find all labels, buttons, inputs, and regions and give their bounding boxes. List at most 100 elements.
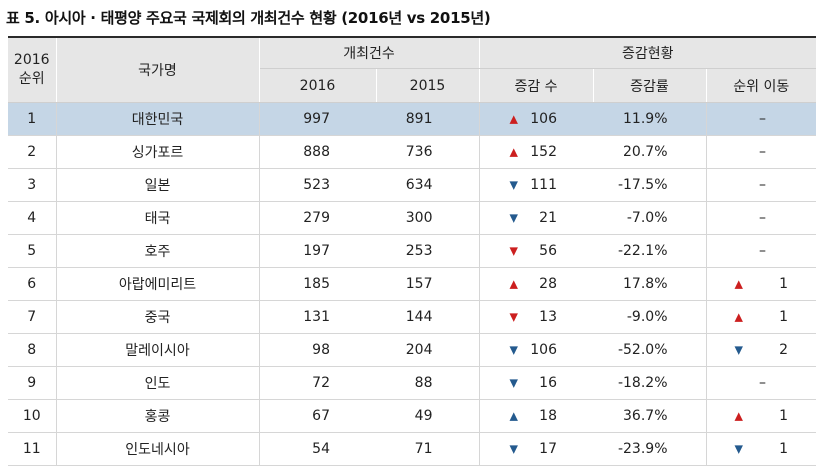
country-cell: 홍콩 [56, 399, 260, 433]
country-cell: 인도 [56, 366, 260, 400]
change-value: 106 [530, 111, 557, 127]
table-row: 3 일본 523 634 ▼ 111 -17.5% – [8, 168, 816, 202]
table-row: 11 인도네시아 54 71 ▼ 17 -23.9% ▼ 1 [8, 432, 816, 466]
rank-cell: 10 [8, 399, 57, 433]
triangle-up-icon: ▲ [509, 409, 518, 423]
rank-cell: 11 [8, 432, 57, 466]
count-2016-cell: 279 [259, 201, 376, 235]
change-cell: ▲ 152 [479, 135, 593, 169]
rank-move-cell: – [706, 102, 816, 136]
rank-move-cell: – [706, 135, 816, 169]
rank-cell: 2 [8, 135, 57, 169]
table-body: 1 대한민국 997 891 ▲ 106 11.9% –2 싱가포르 888 736 ▲ 152 20.7… [8, 102, 816, 466]
rank-move-cell: – [706, 234, 816, 268]
change-value: 13 [539, 309, 557, 325]
meetings-table: 2016 순위 국가명 개최건수 증감현황 2016 2015 증감 수 증감률… [8, 36, 816, 466]
table-row: 6 아랍에미리트 185 157 ▲ 28 17.8% ▲ 1 [8, 267, 816, 301]
table-row: 8 말레이시아 98 204 ▼ 106 -52.0% ▼ 2 [8, 333, 816, 367]
rank-move-cell: ▼ 2 [706, 333, 816, 367]
change-cell: ▼ 111 [479, 168, 593, 202]
triangle-down-icon: ▼ [509, 178, 518, 192]
header-rank-year: 2016 [13, 52, 50, 68]
table-row: 4 태국 279 300 ▼ 21 -7.0% – [8, 201, 816, 235]
count-2016-cell: 54 [259, 432, 376, 466]
change-value: 21 [539, 210, 557, 226]
count-2015-cell: 253 [376, 234, 480, 268]
rank-cell: 3 [8, 168, 57, 202]
count-2016-cell: 197 [259, 234, 376, 268]
count-2015-cell: 891 [376, 102, 480, 136]
change-cell: ▼ 106 [479, 333, 593, 367]
rate-cell: 17.8% [593, 267, 707, 301]
rate-cell: -9.0% [593, 300, 707, 334]
count-2016-cell: 98 [259, 333, 376, 367]
change-value: 18 [539, 408, 557, 424]
rank-move-value: 1 [779, 441, 788, 457]
rate-cell: -7.0% [593, 201, 707, 235]
change-value: 28 [539, 276, 557, 292]
rank-move-cell: – [706, 201, 816, 235]
header-change-group: 증감현황 [479, 37, 816, 69]
count-2016-cell: 131 [259, 300, 376, 334]
triangle-up-icon: ▲ [509, 277, 518, 291]
count-2016-cell: 72 [259, 366, 376, 400]
change-value: 152 [530, 144, 557, 160]
header-2016: 2016 [259, 68, 377, 103]
change-value: 106 [530, 342, 557, 358]
change-value: 56 [539, 243, 557, 259]
table-row: 2 싱가포르 888 736 ▲ 152 20.7% – [8, 135, 816, 169]
triangle-down-icon: ▼ [734, 343, 743, 357]
count-2016-cell: 997 [259, 102, 376, 136]
rank-move-value: – [759, 243, 766, 259]
count-2015-cell: 634 [376, 168, 480, 202]
rank-move-cell: – [706, 366, 816, 400]
change-cell: ▲ 18 [479, 399, 593, 433]
table-row: 5 호주 197 253 ▼ 56 -22.1% – [8, 234, 816, 268]
change-value: 17 [539, 441, 557, 457]
triangle-down-icon: ▼ [509, 376, 518, 390]
triangle-up-icon: ▲ [734, 409, 743, 423]
rank-move-cell: ▲ 1 [706, 300, 816, 334]
country-cell: 아랍에미리트 [56, 267, 260, 301]
rank-move-value: – [759, 177, 766, 193]
change-cell: ▼ 17 [479, 432, 593, 466]
count-2015-cell: 300 [376, 201, 480, 235]
triangle-down-icon: ▼ [509, 244, 518, 258]
rate-cell: -52.0% [593, 333, 707, 367]
rate-cell: -18.2% [593, 366, 707, 400]
rate-cell: -23.9% [593, 432, 707, 466]
table-row: 9 인도 72 88 ▼ 16 -18.2% – [8, 366, 816, 400]
header-change: 증감 수 [479, 68, 594, 103]
triangle-down-icon: ▼ [509, 211, 518, 225]
rate-cell: -22.1% [593, 234, 707, 268]
country-cell: 대한민국 [56, 102, 260, 136]
change-value: 111 [530, 177, 557, 193]
count-2015-cell: 157 [376, 267, 480, 301]
rank-move-value: – [759, 111, 766, 127]
rank-move-cell: ▼ 1 [706, 432, 816, 466]
change-cell: ▼ 56 [479, 234, 593, 268]
table-title: 표 5. 아시아 · 태평양 주요국 국제회의 개최건수 현황 (2016년 v… [6, 9, 491, 27]
rank-move-value: 2 [779, 342, 788, 358]
change-cell: ▼ 16 [479, 366, 593, 400]
rank-move-cell: – [706, 168, 816, 202]
rank-move-value: – [759, 375, 766, 391]
country-cell: 호주 [56, 234, 260, 268]
header-rank-label: 순위 [18, 71, 45, 87]
count-2016-cell: 888 [259, 135, 376, 169]
change-cell: ▲ 28 [479, 267, 593, 301]
rate-cell: -17.5% [593, 168, 707, 202]
triangle-down-icon: ▼ [734, 442, 743, 456]
rank-move-value: – [759, 144, 766, 160]
count-2015-cell: 144 [376, 300, 480, 334]
country-cell: 중국 [56, 300, 260, 334]
rank-cell: 6 [8, 267, 57, 301]
table-row: 1 대한민국 997 891 ▲ 106 11.9% – [8, 102, 816, 136]
count-2016-cell: 185 [259, 267, 376, 301]
triangle-down-icon: ▼ [509, 310, 518, 324]
rank-move-value: – [759, 210, 766, 226]
table-header: 2016 순위 국가명 개최건수 증감현황 2016 2015 증감 수 증감률… [8, 37, 816, 103]
triangle-down-icon: ▼ [509, 442, 518, 456]
count-2015-cell: 49 [376, 399, 480, 433]
change-value: 16 [539, 375, 557, 391]
